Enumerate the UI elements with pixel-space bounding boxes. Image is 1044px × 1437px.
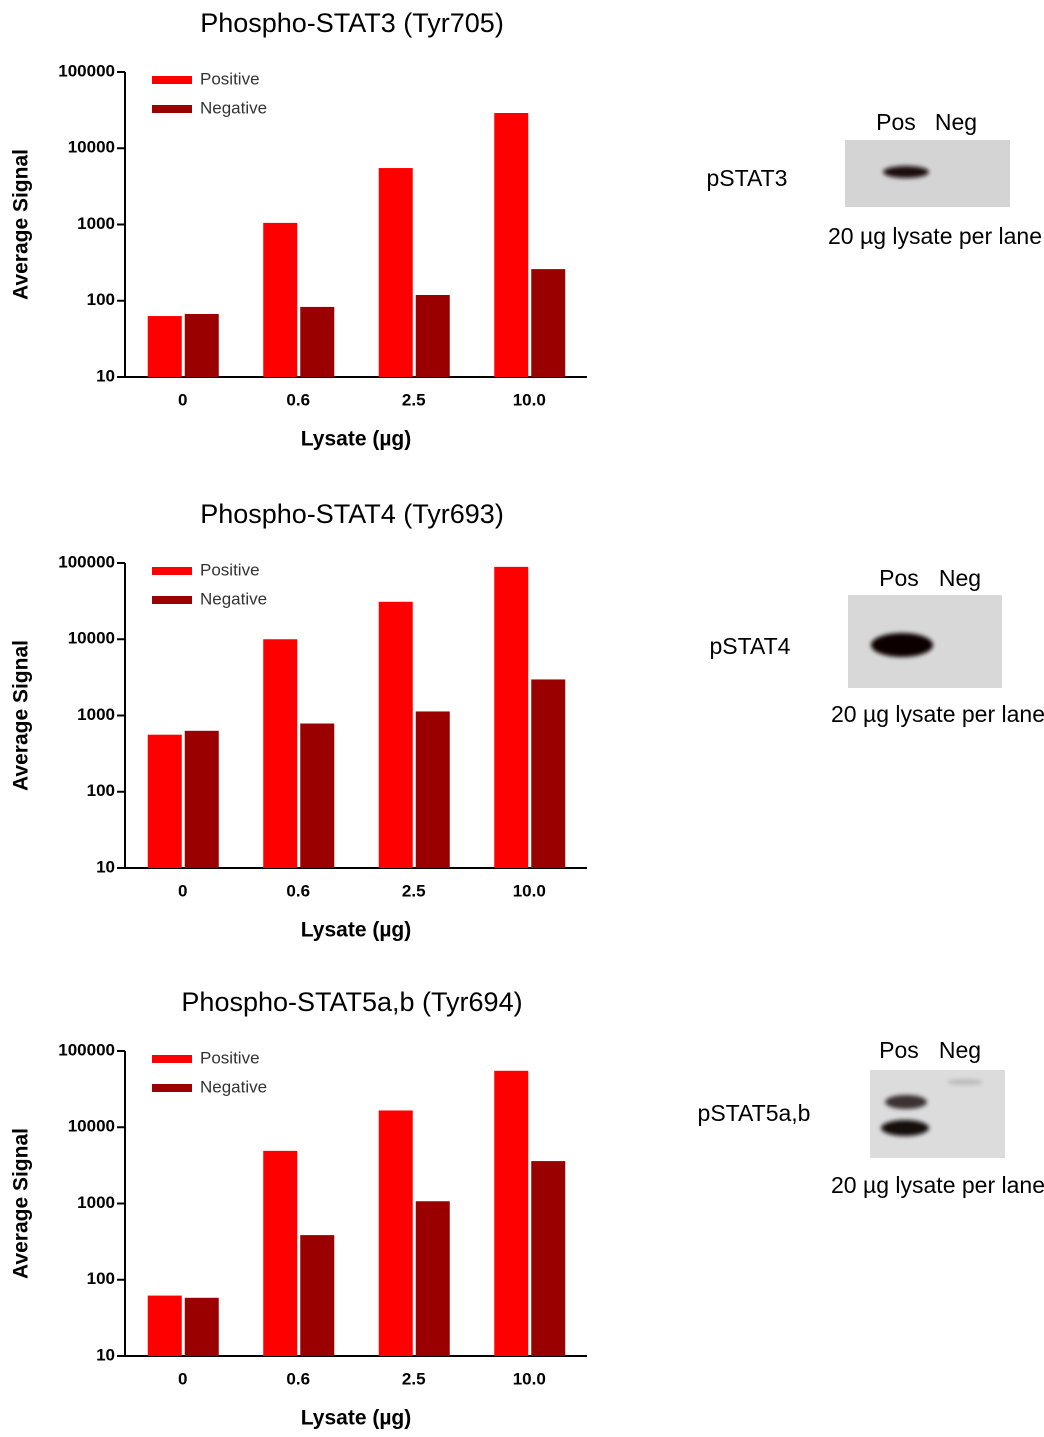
legend-label: Positive: [200, 69, 260, 88]
x-tick-label: 0: [178, 1369, 187, 1388]
bar: [147, 734, 182, 868]
bar: [531, 269, 566, 377]
bar: [300, 723, 335, 868]
legend-swatch: [152, 1084, 192, 1092]
lane-label: Neg: [935, 109, 977, 135]
bar: [415, 711, 450, 868]
blot-image: [870, 1070, 1005, 1158]
blot-band: [881, 1120, 929, 1136]
blot-label: pSTAT3: [707, 165, 788, 191]
x-axis-label: Lysate (µg): [301, 919, 412, 942]
blot: Pos Neg pSTAT5a,b 20 µg lysate per lane: [698, 1037, 1044, 1198]
blot-band: [883, 166, 929, 178]
bar: [378, 601, 413, 868]
bar: [147, 316, 182, 377]
y-tick-label: 100000: [58, 552, 115, 571]
legend-label: Negative: [200, 589, 267, 608]
bar: [494, 112, 529, 377]
blot-caption: 20 µg lysate per lane: [831, 701, 1044, 727]
lane-label: Pos: [879, 565, 919, 591]
x-tick-label: 0: [178, 881, 187, 900]
chart: Phospho-STAT3 (Tyr705) Average Signal Lysa…: [10, 8, 587, 451]
lane-label: Neg: [939, 1037, 981, 1063]
bar: [531, 1161, 566, 1356]
y-tick-label: 1000: [77, 705, 115, 724]
y-tick-label: 10: [96, 1345, 115, 1364]
x-tick-label: 2.5: [402, 390, 426, 409]
y-tick-label: 10: [96, 857, 115, 876]
y-tick-label: 100: [87, 781, 115, 800]
blot-caption: 20 µg lysate per lane: [831, 1172, 1044, 1198]
blot-label: pSTAT4: [710, 633, 791, 659]
blot-band: [871, 633, 933, 657]
y-tick-label: 100000: [58, 1040, 115, 1059]
legend-swatch: [152, 76, 192, 84]
lane-label: Pos: [879, 1037, 919, 1063]
bar: [378, 1110, 413, 1356]
y-tick-label: 10000: [68, 629, 115, 648]
bar: [300, 1235, 335, 1356]
y-tick-label: 10000: [68, 138, 115, 157]
chart-title: Phospho-STAT4 (Tyr693): [200, 499, 504, 529]
legend-label: Positive: [200, 1048, 260, 1067]
x-tick-label: 10.0: [513, 881, 546, 900]
y-axis-label: Average Signal: [10, 640, 33, 791]
y-tick-label: 100: [87, 290, 115, 309]
blot-caption: 20 µg lysate per lane: [828, 223, 1042, 249]
bar: [184, 314, 219, 377]
bar: [147, 1295, 182, 1356]
y-tick-label: 10: [96, 366, 115, 385]
x-tick-label: 0.6: [286, 1369, 310, 1388]
blot-band: [885, 1095, 927, 1109]
x-axis-label: Lysate (µg): [301, 428, 412, 451]
blot-band: [947, 1079, 983, 1085]
bar: [494, 1070, 529, 1356]
x-tick-label: 0.6: [286, 390, 310, 409]
blot-label: pSTAT5a,b: [698, 1100, 811, 1126]
x-axis-label: Lysate (µg): [301, 1407, 412, 1430]
x-tick-label: 10.0: [513, 1369, 546, 1388]
bar: [263, 1150, 298, 1356]
bar: [184, 730, 219, 868]
legend-swatch: [152, 105, 192, 113]
bar: [263, 222, 298, 377]
blot: Pos Neg pSTAT4 20 µg lysate per lane: [710, 565, 1044, 727]
x-tick-label: 0: [178, 390, 187, 409]
x-tick-label: 0.6: [286, 881, 310, 900]
blot: Pos Neg pSTAT3 20 µg lysate per lane: [707, 109, 1042, 249]
y-tick-label: 1000: [77, 1193, 115, 1212]
bar: [415, 294, 450, 377]
chart-title: Phospho-STAT3 (Tyr705): [200, 8, 504, 38]
chart-title: Phospho-STAT5a,b (Tyr694): [181, 987, 522, 1017]
y-tick-label: 100000: [58, 61, 115, 80]
y-tick-label: 10000: [68, 1117, 115, 1136]
bar: [494, 566, 529, 868]
y-tick-label: 1000: [77, 214, 115, 233]
y-tick-label: 100: [87, 1269, 115, 1288]
x-tick-label: 10.0: [513, 390, 546, 409]
x-tick-label: 2.5: [402, 1369, 426, 1388]
chart: Phospho-STAT5a,b (Tyr694) Average Signal L…: [10, 987, 587, 1430]
bar: [300, 306, 335, 377]
bar: [415, 1201, 450, 1356]
legend-swatch: [152, 596, 192, 604]
y-axis-label: Average Signal: [10, 149, 33, 300]
legend-swatch: [152, 567, 192, 575]
bar: [263, 639, 298, 868]
x-tick-label: 2.5: [402, 881, 426, 900]
legend-label: Positive: [200, 560, 260, 579]
legend-label: Negative: [200, 98, 267, 117]
bar: [184, 1297, 219, 1356]
chart: Phospho-STAT4 (Tyr693) Average Signal Lysa…: [10, 499, 587, 942]
y-axis-label: Average Signal: [10, 1128, 33, 1279]
lane-label: Neg: [939, 565, 981, 591]
legend-swatch: [152, 1055, 192, 1063]
bar: [378, 168, 413, 377]
bar: [531, 679, 566, 868]
legend-label: Negative: [200, 1077, 267, 1096]
lane-label: Pos: [876, 109, 916, 135]
